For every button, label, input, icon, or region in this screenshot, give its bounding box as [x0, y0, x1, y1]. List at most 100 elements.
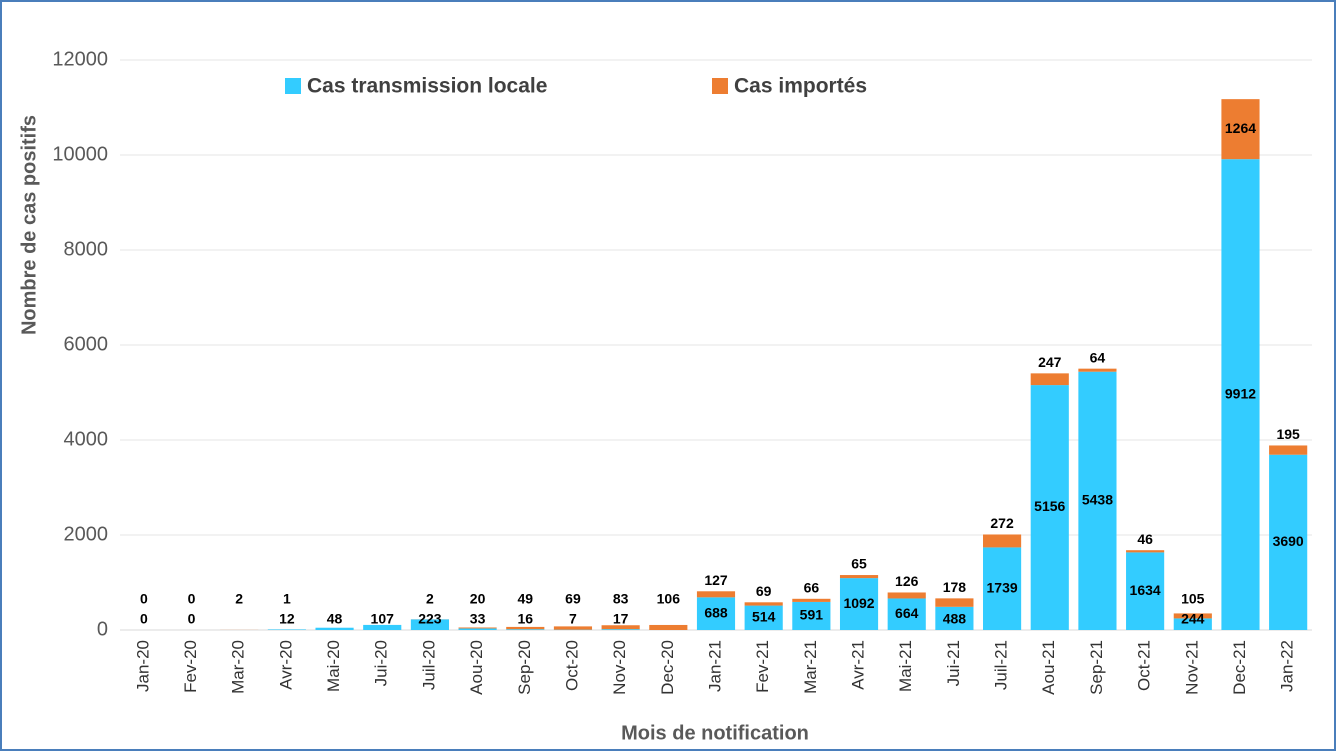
x-tick-label: Jui-21 — [944, 640, 963, 686]
data-label: 514 — [752, 608, 776, 624]
y-tick-label: 0 — [97, 618, 108, 640]
x-tick-label: Nov-21 — [1182, 640, 1201, 695]
x-tick-label: Aou-20 — [467, 640, 486, 695]
data-label: 247 — [1038, 354, 1062, 370]
bar-segment — [887, 592, 926, 599]
x-tick-label: Juil-21 — [992, 640, 1011, 690]
data-label: 48 — [327, 611, 343, 627]
data-label: 1264 — [1225, 120, 1256, 136]
bar-segment — [410, 619, 449, 630]
bar-segment — [315, 627, 354, 630]
bar-segment — [696, 597, 736, 630]
x-tick-label: Juil-20 — [419, 640, 438, 690]
y-tick-label: 12000 — [52, 48, 108, 70]
bar-segment — [792, 601, 831, 630]
data-label: 2 — [235, 591, 243, 607]
data-label: 65 — [851, 556, 867, 572]
data-label: 9912 — [1225, 385, 1256, 401]
bar-segment — [1173, 613, 1212, 619]
bar-segment — [267, 629, 306, 630]
y-tick-label: 4000 — [64, 428, 109, 450]
bar-segment — [458, 628, 497, 630]
data-label: 64 — [1090, 349, 1106, 365]
bar-segment — [935, 598, 974, 607]
data-label: 195 — [1276, 426, 1300, 442]
bar-segment — [458, 627, 497, 629]
bar-segment — [1030, 373, 1069, 386]
data-label: 66 — [804, 579, 820, 595]
bar-segment — [1221, 99, 1260, 160]
bar-segment — [601, 629, 640, 630]
data-label: 49 — [517, 591, 533, 607]
data-label: 5438 — [1082, 492, 1113, 508]
x-tick-label: Dec-21 — [1230, 640, 1249, 695]
data-label: 244 — [1181, 611, 1205, 627]
bar-segment — [744, 605, 783, 630]
bar-segment — [1126, 552, 1165, 630]
x-tick-label: Fev-21 — [753, 640, 772, 693]
x-tick-label: Oct-21 — [1135, 640, 1154, 691]
data-label: 0 — [140, 591, 148, 607]
data-label: 488 — [943, 611, 967, 627]
data-label: 688 — [704, 604, 728, 620]
bar-segment — [792, 598, 831, 602]
data-label: 0 — [188, 611, 196, 627]
data-label: 1739 — [987, 579, 1018, 595]
y-axis-title: Nombre de cas positifs — [18, 115, 40, 335]
bar-segment — [1078, 368, 1117, 372]
x-tick-label: Jan-22 — [1278, 640, 1297, 692]
x-tick-label: Jui-20 — [372, 640, 391, 686]
data-label: 20 — [470, 591, 486, 607]
data-label: 0 — [140, 611, 148, 627]
x-tick-label: Mai-20 — [324, 640, 343, 692]
data-label: 106 — [657, 591, 681, 607]
data-label: 16 — [517, 611, 533, 627]
legend-swatch — [712, 78, 728, 94]
data-label: 7 — [569, 611, 577, 627]
bar-segment — [983, 534, 1022, 548]
data-label: 1634 — [1130, 582, 1161, 598]
y-tick-label: 2000 — [64, 523, 109, 545]
x-tick-label: Dec-20 — [658, 640, 677, 695]
bar-segment — [1126, 550, 1165, 553]
bar-segment — [696, 591, 736, 598]
bar-segment — [1269, 454, 1308, 630]
x-tick-label: Sep-20 — [515, 640, 534, 695]
data-label: 223 — [418, 611, 442, 627]
bar-segment — [839, 575, 879, 579]
data-label: 272 — [990, 515, 1014, 531]
legend-label: Cas transmission locale — [307, 75, 547, 98]
bar-segment — [935, 606, 974, 630]
data-label: 33 — [470, 611, 486, 627]
bar-segment — [983, 547, 1022, 630]
y-tick-label: 6000 — [64, 333, 109, 355]
x-axis-title: Mois de notification — [621, 722, 809, 744]
data-label: 0 — [188, 591, 196, 607]
data-label: 5156 — [1034, 498, 1065, 514]
bar-segment — [649, 624, 688, 630]
data-label: 664 — [895, 605, 919, 621]
bar-segment — [1078, 371, 1117, 630]
x-tick-label: Mai-21 — [896, 640, 915, 692]
bar-segment — [839, 578, 879, 630]
bar-segment — [506, 629, 545, 630]
data-label: 591 — [800, 607, 824, 623]
x-tick-label: Avr-21 — [849, 640, 868, 690]
bar-segment — [506, 626, 545, 630]
data-label: 46 — [1137, 531, 1153, 547]
bar-segment — [1269, 445, 1308, 455]
data-label: 105 — [1181, 591, 1205, 607]
data-label: 69 — [756, 583, 772, 599]
data-label: 3690 — [1273, 533, 1304, 549]
legend-label: Cas importés — [734, 75, 867, 98]
bar-segment — [601, 625, 640, 630]
x-tick-label: Fev-20 — [181, 640, 200, 693]
y-tick-label: 8000 — [64, 238, 109, 260]
y-tick-label: 10000 — [52, 143, 108, 165]
data-label: 1092 — [843, 595, 874, 611]
x-tick-label: Sep-21 — [1087, 640, 1106, 695]
x-tick-label: Mar-20 — [229, 640, 248, 694]
data-label: 126 — [895, 573, 919, 589]
